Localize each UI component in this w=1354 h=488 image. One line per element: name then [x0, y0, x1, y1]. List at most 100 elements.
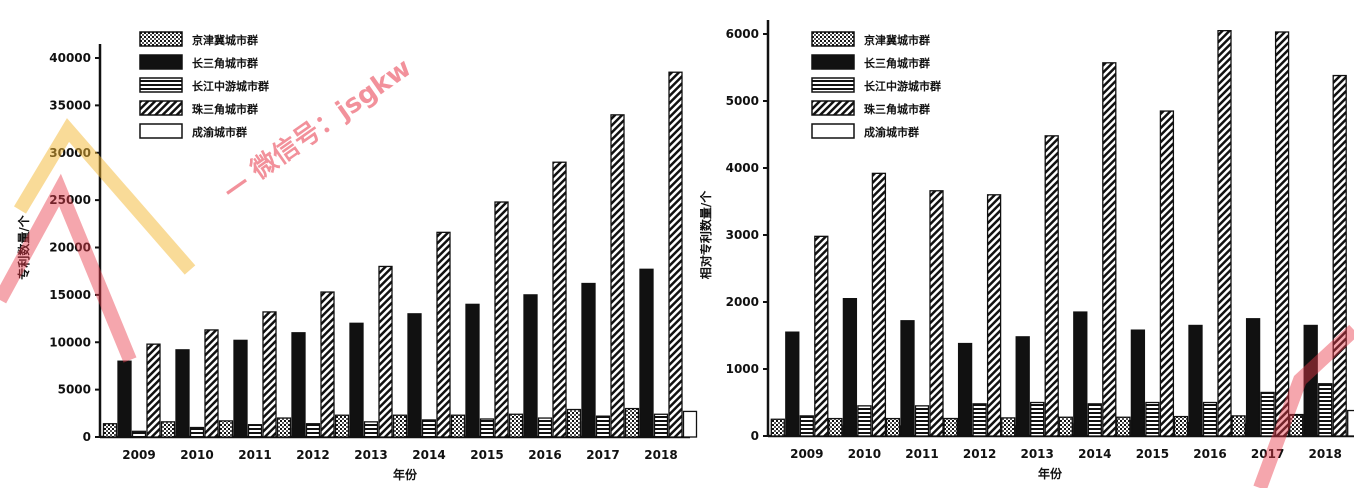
left-chart-bar-长三角城市群-2013 [349, 322, 364, 438]
right-chart-bar-京津冀城市群-2012 [943, 417, 958, 437]
right-chart-bar-长江中游城市群-2009 [799, 415, 814, 437]
left-chart-y-tick-label-10000: 10000 [49, 335, 91, 349]
right-chart-bar-京津冀城市群-2016 [1173, 415, 1189, 437]
left-chart-bar-京津冀城市群-2017 [566, 408, 582, 438]
left-chart-bar-长江中游城市群-2018 [653, 413, 669, 438]
left-chart-y-tick-label-25000: 25000 [49, 193, 91, 207]
left-chart-bar-珠三角城市群-2014 [436, 231, 451, 438]
right-chart-x-tick-label-2013: 2013 [1020, 447, 1053, 461]
right-chart-x-tick-label-2014: 2014 [1078, 447, 1111, 461]
watermark-stamp-bracket [13, 118, 196, 275]
right-chart-bar-长江中游城市群-2017 [1260, 391, 1275, 437]
left-chart-bar-长江中游城市群-2015 [479, 418, 495, 438]
left-chart-x-tick-label-2012: 2012 [296, 448, 329, 462]
right-chart-bar-长江中游城市群-2013 [1030, 401, 1045, 437]
left-chart-y-tick-label-35000: 35000 [49, 98, 91, 112]
right-chart-y-axis-title: 相对专利数量/个 [700, 190, 713, 279]
right-chart-bar-长江中游城市群-2016 [1202, 401, 1218, 437]
left-chart-bar-京津冀城市群-2011 [218, 420, 234, 438]
left-chart-bar-长三角城市群-2016 [523, 294, 538, 438]
right-chart-y-tick-label-1000: 1000 [726, 362, 759, 376]
left-chart-bar-长江中游城市群-2017 [595, 415, 611, 438]
left-chart-bar-长三角城市群-2014 [407, 313, 422, 438]
right-chart-y-tick-label-4000: 4000 [726, 161, 759, 175]
left-chart-bar-京津冀城市群-2014 [392, 414, 408, 438]
right-chart-y-tick-label-6000: 6000 [726, 27, 759, 41]
left-chart-x-tick-label-2017: 2017 [586, 448, 619, 462]
right-chart-bar-珠三角城市群-2017 [1274, 31, 1290, 437]
left-chart-bar-珠三角城市群-2018 [668, 71, 683, 438]
left-chart-bar-珠三角城市群-2015 [494, 201, 509, 438]
left-chart-bar-长三角城市群-2010 [175, 349, 190, 438]
watermark-stamp-mark [0, 173, 137, 363]
right-chart-x-tick-label-2017: 2017 [1251, 447, 1284, 461]
left-chart-legend-label-京津冀城市群: 京津冀城市群 [192, 33, 258, 47]
left-chart-bar-珠三角城市群-2009 [146, 343, 161, 438]
right-chart-bar-长江中游城市群-2011 [914, 405, 930, 437]
right-chart-bar-长江中游城市群-2010 [857, 405, 872, 437]
left-chart-y-tick-label-40000: 40000 [49, 51, 91, 65]
right-chart-bar-珠三角城市群-2010 [871, 172, 887, 437]
right-chart-bar-珠三角城市群-2009 [814, 235, 829, 437]
left-chart-bar-京津冀城市群-2013 [334, 414, 350, 438]
right-chart-x-tick-label-2009: 2009 [790, 447, 823, 461]
left-chart-bar-京津冀城市群-2012 [276, 417, 292, 438]
right-chart-bar-长江中游城市群-2015 [1145, 401, 1160, 437]
right-chart-legend-swatch-成渝城市群 [811, 123, 855, 139]
left-chart-bar-长三角城市群-2017 [581, 282, 596, 438]
left-chart-bar-京津冀城市群-2010 [160, 421, 176, 438]
left-chart-legend-swatch-长三角城市群 [139, 54, 183, 70]
left-chart-bar-成渝城市群-2018 [682, 410, 698, 438]
right-chart-bar-长三角城市群-2014 [1073, 311, 1088, 437]
left-chart-x-tick-label-2013: 2013 [354, 448, 387, 462]
right-chart-x-axis-title: 年份 [1038, 466, 1063, 481]
right-chart-bar-长三角城市群-2012 [957, 342, 973, 437]
right-chart-bar-珠三角城市群-2015 [1159, 110, 1175, 437]
chart-left-svg: 0500010000150002000025000300003500040000… [0, 31, 698, 482]
right-chart-y-tick-label-5000: 5000 [726, 94, 759, 108]
right-chart-x-tick-label-2010: 2010 [848, 447, 881, 461]
left-chart-y-tick-label-15000: 15000 [49, 288, 91, 302]
right-chart-bar-京津冀城市群-2010 [828, 417, 843, 437]
right-chart-bar-长三角城市群-2013 [1015, 336, 1030, 437]
left-chart-bar-长三角城市群-2009 [117, 360, 132, 438]
left-chart-bar-京津冀城市群-2009 [102, 423, 118, 438]
right-chart-bar-京津冀城市群-2015 [1116, 416, 1131, 437]
right-chart-bar-长江中游城市群-2012 [972, 403, 987, 437]
right-chart-bar-京津冀城市群-2017 [1231, 415, 1246, 437]
right-chart-bar-长三角城市群-2010 [842, 297, 858, 437]
left-chart-x-axis-title: 年份 [393, 467, 418, 482]
left-chart-x-tick-label-2018: 2018 [644, 448, 677, 462]
left-chart-x-tick-label-2009: 2009 [122, 448, 155, 462]
right-chart-bar-京津冀城市群-2013 [1001, 417, 1016, 437]
left-chart-bar-长江中游城市群-2014 [421, 419, 437, 438]
left-chart-legend-swatch-成渝城市群 [139, 123, 183, 139]
right-chart-bar-京津冀城市群-2011 [885, 417, 901, 437]
right-chart-x-tick-label-2015: 2015 [1136, 447, 1169, 461]
left-chart-y-tick-label-5000: 5000 [58, 383, 91, 397]
watermark-stamp-right [1253, 324, 1354, 488]
right-chart-y-tick-label-2000: 2000 [726, 295, 759, 309]
left-chart-x-tick-label-2010: 2010 [180, 448, 213, 462]
right-chart-legend-label-珠三角城市群: 珠三角城市群 [864, 102, 930, 116]
left-chart-legend-label-成渝城市群: 成渝城市群 [192, 125, 247, 139]
left-chart-bar-京津冀城市群-2016 [508, 413, 524, 438]
left-chart-bar-长三角城市群-2018 [639, 268, 654, 438]
left-chart-bar-长江中游城市群-2013 [363, 421, 379, 438]
left-chart-bar-长三角城市群-2011 [233, 339, 248, 438]
right-chart-bar-珠三角城市群-2016 [1217, 29, 1232, 437]
right-chart-bar-京津冀城市群-2018 [1289, 414, 1304, 437]
right-chart-bar-珠三角城市群-2011 [929, 190, 944, 437]
right-chart-bar-长三角城市群-2011 [900, 320, 915, 437]
right-chart-bar-长三角城市群-2015 [1130, 329, 1146, 437]
right-chart-bar-长三角城市群-2016 [1188, 324, 1203, 437]
left-chart-bar-长江中游城市群-2012 [305, 423, 321, 438]
right-chart-bar-长三角城市群-2017 [1245, 318, 1261, 437]
left-chart-bar-长三角城市群-2012 [291, 332, 306, 438]
left-chart-y-tick-label-0: 0 [83, 430, 91, 444]
right-chart-bar-长三角城市群-2018 [1303, 324, 1318, 437]
left-chart-y-axis-title: 专利数量/个 [16, 214, 31, 279]
right-chart-x-tick-label-2011: 2011 [905, 447, 938, 461]
left-chart-legend-label-珠三角城市群: 珠三角城市群 [192, 102, 258, 116]
left-chart-bar-长江中游城市群-2016 [537, 417, 553, 438]
